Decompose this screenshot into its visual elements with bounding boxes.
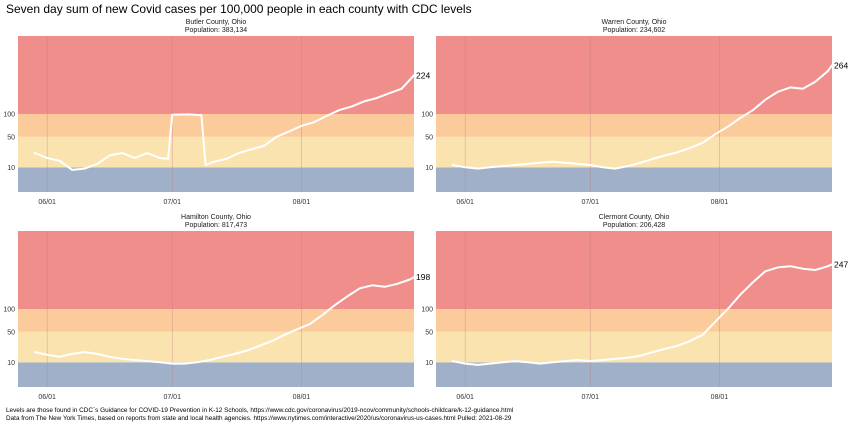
warren-county-panel: 10 50 100 06/01 07/01 08/01 Warren County, Ohi… — [421, 19, 848, 206]
y-tick-label: 50 — [7, 134, 15, 141]
case-rate-line — [451, 263, 833, 366]
x-tick-label: 07/01 — [163, 394, 181, 401]
panel-subtitle: Population: 234,602 — [603, 27, 665, 34]
x-tick-label: 08/01 — [711, 394, 729, 401]
x-tick-label: 08/01 — [293, 394, 311, 401]
panel-subtitle: Population: 383,134 — [185, 27, 247, 34]
case-rate-line — [33, 276, 415, 365]
cdc-band-substantial — [18, 309, 414, 332]
panel-subtitle: Population: 206,428 — [603, 222, 665, 229]
latest-value-label: 264 — [834, 60, 848, 70]
y-tick-label: 50 — [425, 134, 433, 141]
latest-value-label: 224 — [416, 70, 430, 80]
y-tick-label: 10 — [425, 165, 433, 172]
caption-levels-source: Levels are those found in CDC`s Guidance… — [6, 407, 514, 414]
y-tick-label: 100 — [3, 112, 15, 119]
butler-county-panel: 10 50 100 06/01 07/01 08/01 Butler County, Ohi… — [3, 19, 430, 206]
x-tick-label: 06/01 — [456, 199, 474, 206]
cdc-band-low — [436, 362, 832, 387]
cdc-band-low — [18, 362, 414, 387]
clermont-county-panel: 10 50 100 06/01 07/01 08/01 Clermont County, O… — [421, 214, 848, 401]
cdc-band-substantial — [436, 114, 832, 137]
y-tick-label: 50 — [7, 329, 15, 336]
x-tick-label: 07/01 — [163, 199, 181, 206]
cdc-band-high — [18, 36, 414, 114]
y-tick-label: 100 — [421, 307, 433, 314]
cdc-band-moderate — [436, 136, 832, 168]
page-title: Seven day sum of new Covid cases per 100… — [6, 2, 472, 16]
x-tick-label: 06/01 — [456, 394, 474, 401]
panel-title: Butler County, Ohio — [186, 19, 247, 26]
cdc-band-substantial — [18, 114, 414, 137]
caption-data-source: Data from The New York Times, based on r… — [6, 415, 512, 422]
y-tick-label: 10 — [7, 360, 15, 367]
cdc-band-moderate — [18, 136, 414, 168]
x-tick-label: 07/01 — [581, 394, 599, 401]
y-tick-label: 10 — [7, 165, 15, 172]
panel-subtitle: Population: 817,473 — [185, 222, 247, 229]
x-tick-label: 08/01 — [293, 199, 311, 206]
cdc-band-low — [18, 167, 414, 192]
cdc-band-high — [18, 231, 414, 309]
panel-title: Clermont County, Ohio — [599, 214, 670, 221]
y-tick-label: 10 — [425, 360, 433, 367]
x-tick-label: 07/01 — [581, 199, 599, 206]
y-tick-label: 100 — [421, 112, 433, 119]
panel-title: Warren County, Ohio — [602, 19, 667, 26]
y-tick-label: 100 — [3, 307, 15, 314]
x-tick-label: 08/01 — [711, 199, 729, 206]
hamilton-county-panel: 10 50 100 06/01 07/01 08/01 Hamilton County, O… — [3, 214, 430, 401]
cdc-band-high — [436, 36, 832, 114]
y-tick-label: 50 — [425, 329, 433, 336]
cdc-band-substantial — [436, 309, 832, 332]
case-rate-line — [451, 64, 833, 170]
x-tick-label: 06/01 — [38, 199, 56, 206]
latest-value-label: 198 — [416, 272, 430, 282]
cdc-band-low — [436, 167, 832, 192]
latest-value-label: 247 — [834, 259, 848, 269]
panel-title: Hamilton County, Ohio — [181, 214, 251, 221]
cdc-band-moderate — [18, 331, 414, 363]
case-rate-line — [33, 74, 415, 171]
cdc-band-high — [436, 231, 832, 309]
x-tick-label: 06/01 — [38, 394, 56, 401]
